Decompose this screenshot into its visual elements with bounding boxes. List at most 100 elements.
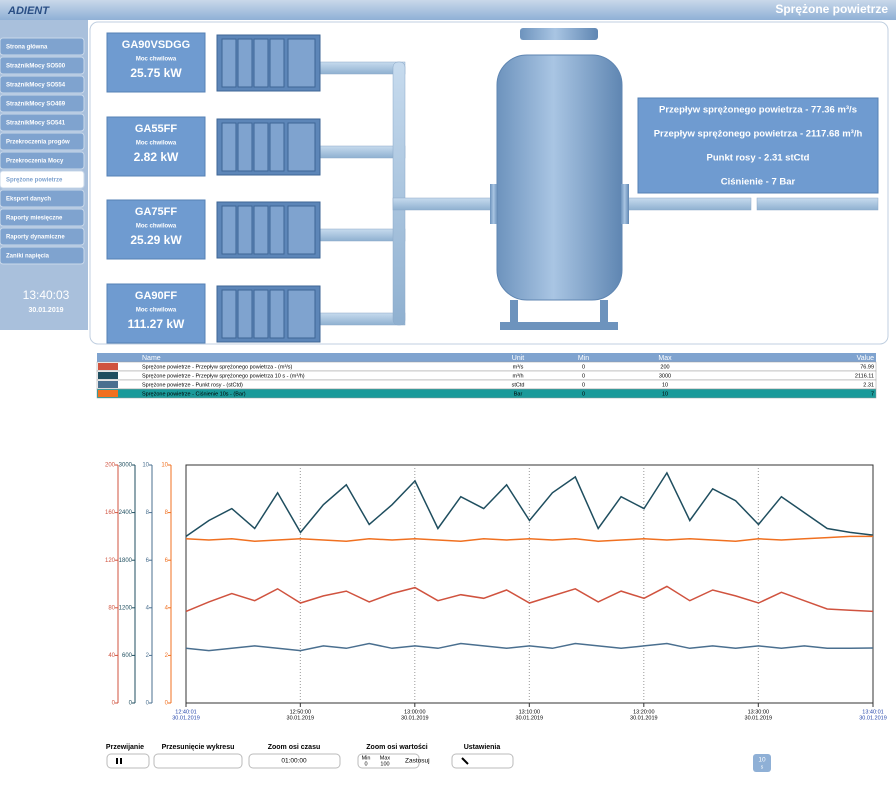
compressor-label-box <box>106 116 206 177</box>
menu-item-label[interactable]: Sprężone powietrze <box>6 178 63 184</box>
max-value: 100 <box>380 761 389 767</box>
compressor-power-label: Moc chwilowa <box>136 224 177 230</box>
compressor-panel <box>287 38 316 88</box>
menu-item-label[interactable]: Strona główna <box>6 45 48 51</box>
table-header: Unit <box>512 355 525 362</box>
compressor-panel <box>269 289 285 339</box>
tank-info-box <box>637 97 879 194</box>
compressor-power-value: 2.82 kW <box>134 150 179 164</box>
compressor-panel <box>221 205 237 255</box>
control-label: Przewijanie <box>106 744 144 751</box>
menu-item-label[interactable]: Raporty miesięczne <box>6 216 63 222</box>
clock-date: 30.01.2019 <box>28 307 63 314</box>
settings-icon <box>461 757 469 765</box>
control-button[interactable] <box>153 753 243 769</box>
table-cell: 2.31 <box>863 382 874 388</box>
y-tick-label: 0 <box>165 701 169 707</box>
x-tick-label: 12:50:00 <box>290 709 311 715</box>
menu-item-label[interactable]: StrażnikMocy SO554 <box>6 83 66 89</box>
table-cell: 10 <box>662 391 668 397</box>
control-button[interactable] <box>106 753 150 769</box>
tank-info-line: Przepływ sprężonego powietrza - 77.36 m³… <box>659 105 857 116</box>
y-tick-label: 40 <box>108 653 115 659</box>
compressor-panel <box>269 205 285 255</box>
compressor-name: GA75FF <box>135 206 177 218</box>
x-tick-date: 30.01.2019 <box>859 715 887 721</box>
y-tick-label: 120 <box>105 558 116 564</box>
control-label: Zoom osi czasu <box>268 744 321 751</box>
y-tick-label: 10 <box>161 463 168 469</box>
table-header: Max <box>658 355 672 362</box>
menu-item[interactable] <box>0 151 85 170</box>
y-tick-label: 4 <box>146 605 150 611</box>
menu-item[interactable] <box>0 208 85 227</box>
table-cell: 3000 <box>659 373 671 379</box>
y-tick-label: 6 <box>146 558 150 564</box>
compressor-panel <box>237 122 253 172</box>
compressor-panel <box>221 289 237 339</box>
header-bar <box>0 0 896 20</box>
menu-item[interactable] <box>0 189 85 208</box>
menu-item[interactable] <box>0 94 85 113</box>
menu-item[interactable] <box>0 170 85 189</box>
time-zoom-value: 01:00:00 <box>281 758 307 765</box>
y-tick-label: 2400 <box>119 510 133 516</box>
refresh-value: 10 <box>758 757 766 764</box>
control-button[interactable] <box>451 753 514 769</box>
row-swatch <box>98 363 118 370</box>
menu-item[interactable] <box>0 56 85 75</box>
y-tick-label: 8 <box>165 510 169 516</box>
menu-item[interactable] <box>0 75 85 94</box>
table-cell: m³/h <box>513 373 524 379</box>
apply-button[interactable]: Zastosuj <box>405 758 430 765</box>
compressor-power-label: Moc chwilowa <box>136 308 177 314</box>
menu-item-label[interactable]: Przekroczenia Mocy <box>6 159 64 165</box>
table-header-row <box>97 353 876 362</box>
control-label: Ustawienia <box>464 744 501 751</box>
menu-item[interactable] <box>0 132 85 151</box>
clock-time: 13:40:03 <box>23 288 70 302</box>
table-cell: Sprężone powietrze - Punkt rosy - (stCtd… <box>142 382 243 388</box>
compressor-panel <box>221 122 237 172</box>
menu-item-label[interactable]: StrażnikMocy SO541 <box>6 121 66 127</box>
compressor-label-box <box>106 283 206 344</box>
table-row <box>96 388 877 399</box>
compressor-name: GA90VSDGG <box>122 39 190 51</box>
x-tick-date: 30.01.2019 <box>287 715 315 721</box>
refresh-button[interactable] <box>753 754 771 772</box>
menu-item-label[interactable]: Zaniki napięcia <box>6 254 50 260</box>
table-cell: m³/s <box>513 364 524 370</box>
menu-item[interactable] <box>0 113 85 132</box>
control-button[interactable] <box>248 753 341 769</box>
table-cell: 0 <box>582 382 585 388</box>
y-tick-label: 200 <box>105 463 116 469</box>
x-tick-label: 13:00:00 <box>404 709 425 715</box>
compressor-panel <box>287 205 316 255</box>
x-tick-date: 30.01.2019 <box>516 715 544 721</box>
table-cell: 0 <box>582 364 585 370</box>
y-tick-label: 2 <box>165 653 169 659</box>
menu-item[interactable] <box>0 227 85 246</box>
menu-item-label[interactable]: StrażnikMocy SO469 <box>6 102 66 108</box>
tank-info-line: Ciśnienie - 7 Bar <box>721 177 796 188</box>
table-header: Min <box>578 355 589 362</box>
row-swatch <box>98 381 118 388</box>
menu-item-label[interactable]: Przekroczenia progów <box>6 140 70 146</box>
menu-item-label[interactable]: Eksport danych <box>6 197 51 203</box>
menu-item[interactable] <box>0 246 85 265</box>
menu-item[interactable] <box>0 37 85 56</box>
compressor-panel <box>253 122 269 172</box>
menu-item-label[interactable]: StrażnikMocy SO500 <box>6 64 66 70</box>
row-swatch <box>98 390 118 397</box>
control-label: Przesunięcie wykresu <box>162 744 235 751</box>
compressor-label-box <box>106 199 206 260</box>
control-button[interactable] <box>357 753 420 769</box>
table-cell: 10 <box>662 382 668 388</box>
compressor-panel <box>237 205 253 255</box>
table-cell: 0 <box>582 391 585 397</box>
y-tick-label: 80 <box>108 605 115 611</box>
compressor-panel <box>237 38 253 88</box>
table-cell: Sprężone powietrze - Przepływ sprężonego… <box>142 364 293 370</box>
menu-item-label[interactable]: Raporty dynamiczne <box>6 235 65 241</box>
table-cell: Bar <box>514 391 523 397</box>
